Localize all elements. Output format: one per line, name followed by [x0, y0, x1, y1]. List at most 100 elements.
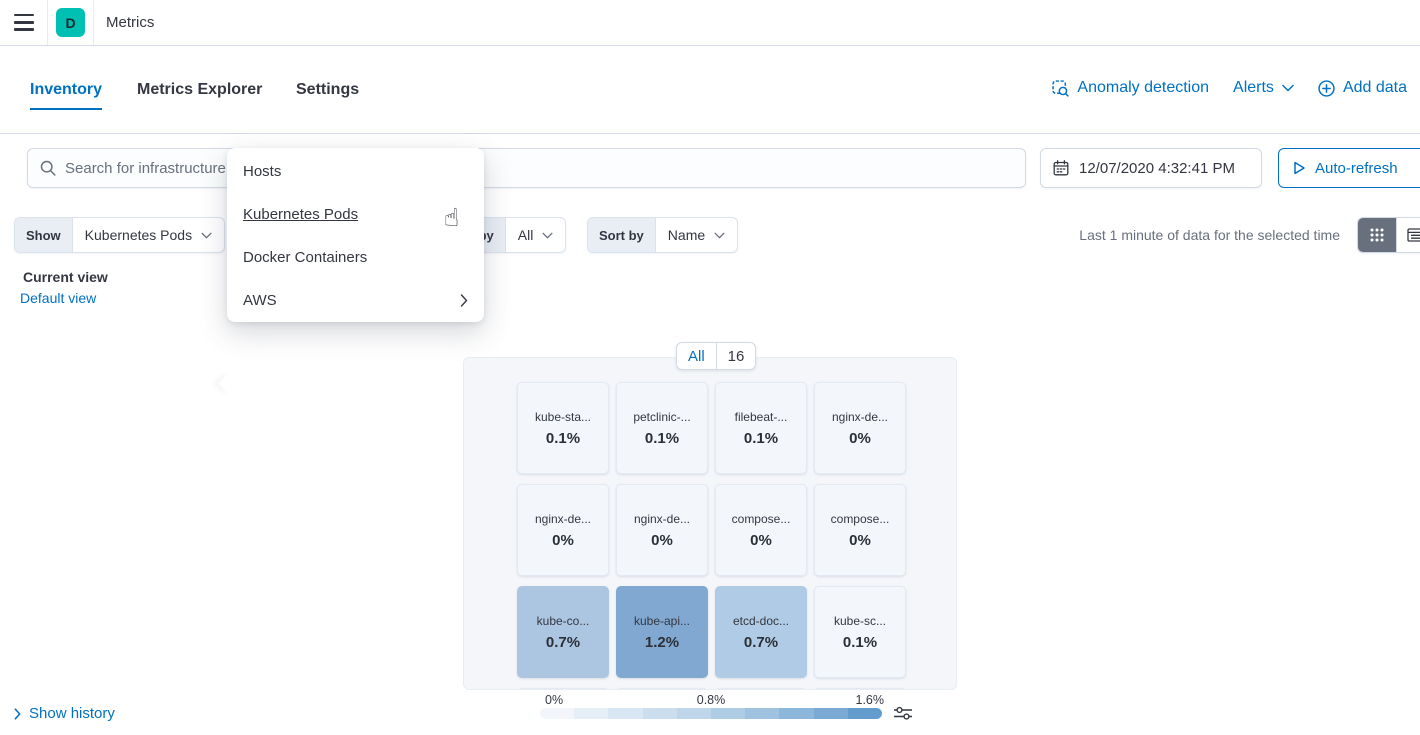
- pod-tile[interactable]: nginx-de... 0%: [814, 382, 906, 474]
- pod-tile[interactable]: kube-sc... 0.1%: [814, 586, 906, 678]
- pod-metric-value: 0.1%: [842, 633, 878, 651]
- pod-tile[interactable]: compose... 0%: [715, 484, 807, 576]
- add-data-button[interactable]: Add data: [1318, 79, 1407, 97]
- legend-gradient-step: [676, 708, 712, 719]
- table-icon: [1407, 227, 1420, 243]
- tabs-bar: Inventory Metrics Explorer Settings Anom…: [0, 46, 1420, 134]
- current-view-title: Current view: [23, 269, 108, 285]
- search-bar[interactable]: [27, 148, 1026, 188]
- pod-metric-value: 1.2%: [644, 633, 680, 651]
- tab-settings[interactable]: Settings: [296, 81, 360, 98]
- legend-gradient-bar[interactable]: [540, 708, 882, 719]
- table-view-button[interactable]: [1396, 218, 1420, 252]
- pod-tiles-partial-row: [517, 688, 906, 689]
- sort-by-dropdown[interactable]: Name: [656, 218, 737, 252]
- group-by-dropdown[interactable]: All: [506, 218, 566, 252]
- pod-tile[interactable]: kube-sta... 0.1%: [517, 382, 609, 474]
- pod-name: etcd-doc...: [732, 613, 790, 628]
- anomaly-detection-button[interactable]: Anomaly detection: [1052, 79, 1209, 97]
- menu-item-docker-containers[interactable]: Docker Containers: [227, 236, 484, 279]
- header-divider: [47, 0, 48, 45]
- pod-name: compose...: [731, 511, 791, 526]
- legend-gradient-step: [813, 708, 848, 719]
- play-icon: [1293, 161, 1306, 175]
- pod-tile[interactable]: filebeat-... 0.1%: [715, 382, 807, 474]
- pod-name: petclinic-...: [633, 409, 691, 424]
- group-by-value: All: [517, 227, 534, 243]
- map-view-button[interactable]: [1358, 218, 1396, 252]
- pod-name: filebeat-...: [734, 409, 788, 424]
- tab-inventory[interactable]: Inventory: [30, 81, 103, 98]
- group-badge[interactable]: All 16: [676, 342, 757, 370]
- chevron-right-icon: [14, 707, 21, 720]
- pod-tiles-grid: kube-sta... 0.1% petclinic-... 0.1% file…: [517, 382, 906, 678]
- group-badge-count: 16: [727, 347, 745, 365]
- plus-circle-icon: [1318, 79, 1335, 97]
- alerts-menu-button[interactable]: Alerts: [1233, 79, 1294, 97]
- grid-dots-icon: [1369, 227, 1385, 243]
- page-title: Metrics: [106, 14, 155, 31]
- pod-metric-value: 0%: [651, 531, 673, 549]
- show-filter-dropdown[interactable]: Kubernetes Pods: [73, 218, 224, 252]
- menu-icon[interactable]: [14, 14, 34, 31]
- inventory-waffle-map: kube-sta... 0.1% petclinic-... 0.1% file…: [463, 357, 957, 690]
- auto-refresh-button[interactable]: Auto-refresh: [1278, 148, 1420, 188]
- date-time-picker[interactable]: 12/07/2020 4:32:41 PM: [1040, 148, 1262, 188]
- space-avatar[interactable]: D: [56, 8, 85, 37]
- legend-gradient-step: [847, 708, 882, 719]
- menu-item-kubernetes-pods[interactable]: Kubernetes Pods: [227, 193, 484, 236]
- show-filter: Show Kubernetes Pods: [14, 217, 226, 253]
- chevron-down-icon: [1282, 84, 1294, 92]
- chevron-down-icon: [201, 232, 212, 239]
- popover-arrow: [218, 374, 237, 393]
- active-tab-underline: [30, 108, 102, 110]
- pod-metric-value: 0.1%: [644, 429, 680, 447]
- pod-tile[interactable]: petclinic-... 0.1%: [616, 382, 708, 474]
- pod-tile[interactable]: nginx-de... 0%: [616, 484, 708, 576]
- sort-by-value: Name: [667, 227, 706, 243]
- pod-tile[interactable]: nginx-de... 0%: [517, 484, 609, 576]
- date-time-value: 12/07/2020 4:32:41 PM: [1079, 159, 1235, 177]
- show-history-link[interactable]: Show history: [14, 705, 115, 722]
- sort-by-label: Sort by: [588, 218, 656, 252]
- add-data-label: Add data: [1342, 79, 1407, 96]
- pod-tile[interactable]: compose... 0%: [814, 484, 906, 576]
- menu-item-aws[interactable]: AWS: [227, 279, 484, 322]
- group-badge-label: All: [688, 347, 705, 365]
- pod-tile[interactable]: kube-api... 1.2%: [616, 586, 708, 678]
- legend-options-icon[interactable]: [893, 704, 913, 722]
- legend-gradient-step: [540, 708, 575, 719]
- time-range-note: Last 1 minute of data for the selected t…: [1079, 227, 1340, 243]
- menu-item-label: Docker Containers: [243, 249, 368, 266]
- pod-metric-value: 0.7%: [545, 633, 581, 651]
- chevron-down-icon: [542, 232, 553, 239]
- pod-name: kube-api...: [633, 613, 691, 628]
- pod-metric-value: 0.7%: [743, 633, 779, 651]
- pod-name: kube-sc...: [833, 613, 887, 628]
- chevron-right-icon: [460, 294, 468, 307]
- legend-tick-min: 0%: [545, 693, 564, 707]
- pod-metric-value: 0.1%: [545, 429, 581, 447]
- chevron-down-icon: [714, 232, 725, 239]
- show-filter-value: Kubernetes Pods: [84, 227, 193, 243]
- pod-name: nginx-de...: [831, 409, 889, 424]
- search-input[interactable]: [65, 159, 1013, 177]
- legend-gradient-step: [608, 708, 643, 719]
- mouse-hand-cursor: ☝: [444, 203, 460, 232]
- calendar-icon: [1053, 160, 1069, 176]
- pod-metric-value: 0%: [552, 531, 574, 549]
- menu-item-label: AWS: [243, 292, 277, 309]
- auto-refresh-label: Auto-refresh: [1315, 159, 1398, 177]
- pod-tile[interactable]: etcd-doc... 0.7%: [715, 586, 807, 678]
- menu-item-hosts[interactable]: Hosts: [227, 150, 484, 193]
- legend-gradient-step: [711, 708, 746, 719]
- default-view-link[interactable]: Default view: [20, 290, 97, 306]
- pod-name: kube-co...: [536, 613, 590, 628]
- badge-divider: [715, 343, 717, 369]
- pod-tile[interactable]: kube-co... 0.7%: [517, 586, 609, 678]
- pod-name: compose...: [830, 511, 890, 526]
- pod-metric-value: 0%: [849, 531, 871, 549]
- tab-metrics-explorer[interactable]: Metrics Explorer: [137, 81, 263, 98]
- pod-metric-value: 0.1%: [743, 429, 779, 447]
